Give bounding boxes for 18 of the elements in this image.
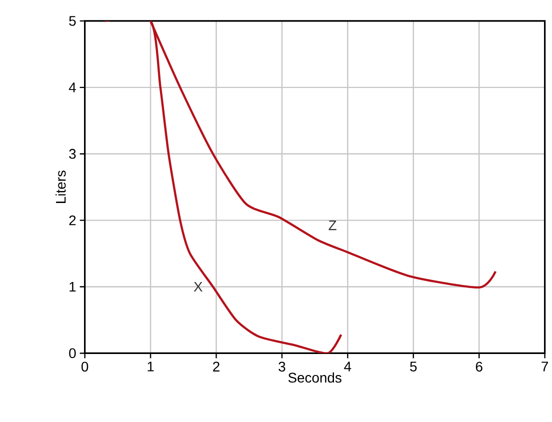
y-tick-label: 5 [69,16,76,26]
y-tick-label: 1 [70,282,76,292]
x-axis-title: Seconds [288,372,342,383]
x-tick-label: 6 [476,362,482,372]
x-tick-label: 7 [542,362,548,372]
y-tick-label: 4 [68,82,76,92]
y-tick-label: 3 [69,148,76,159]
x-tick-label: 5 [410,362,417,372]
x-tick-label: 4 [344,362,352,372]
annotation: Z [328,220,336,230]
x-tick-label: 0 [82,362,88,372]
y-axis-title: Liters [56,170,66,203]
x-tick-label: 1 [148,362,154,372]
x-tick-label: 3 [278,362,286,372]
y-tick-label: 2 [69,215,76,226]
annotation: X [194,282,202,292]
x-tick-label: 2 [213,362,220,372]
y-tick-label: 0 [69,348,76,358]
